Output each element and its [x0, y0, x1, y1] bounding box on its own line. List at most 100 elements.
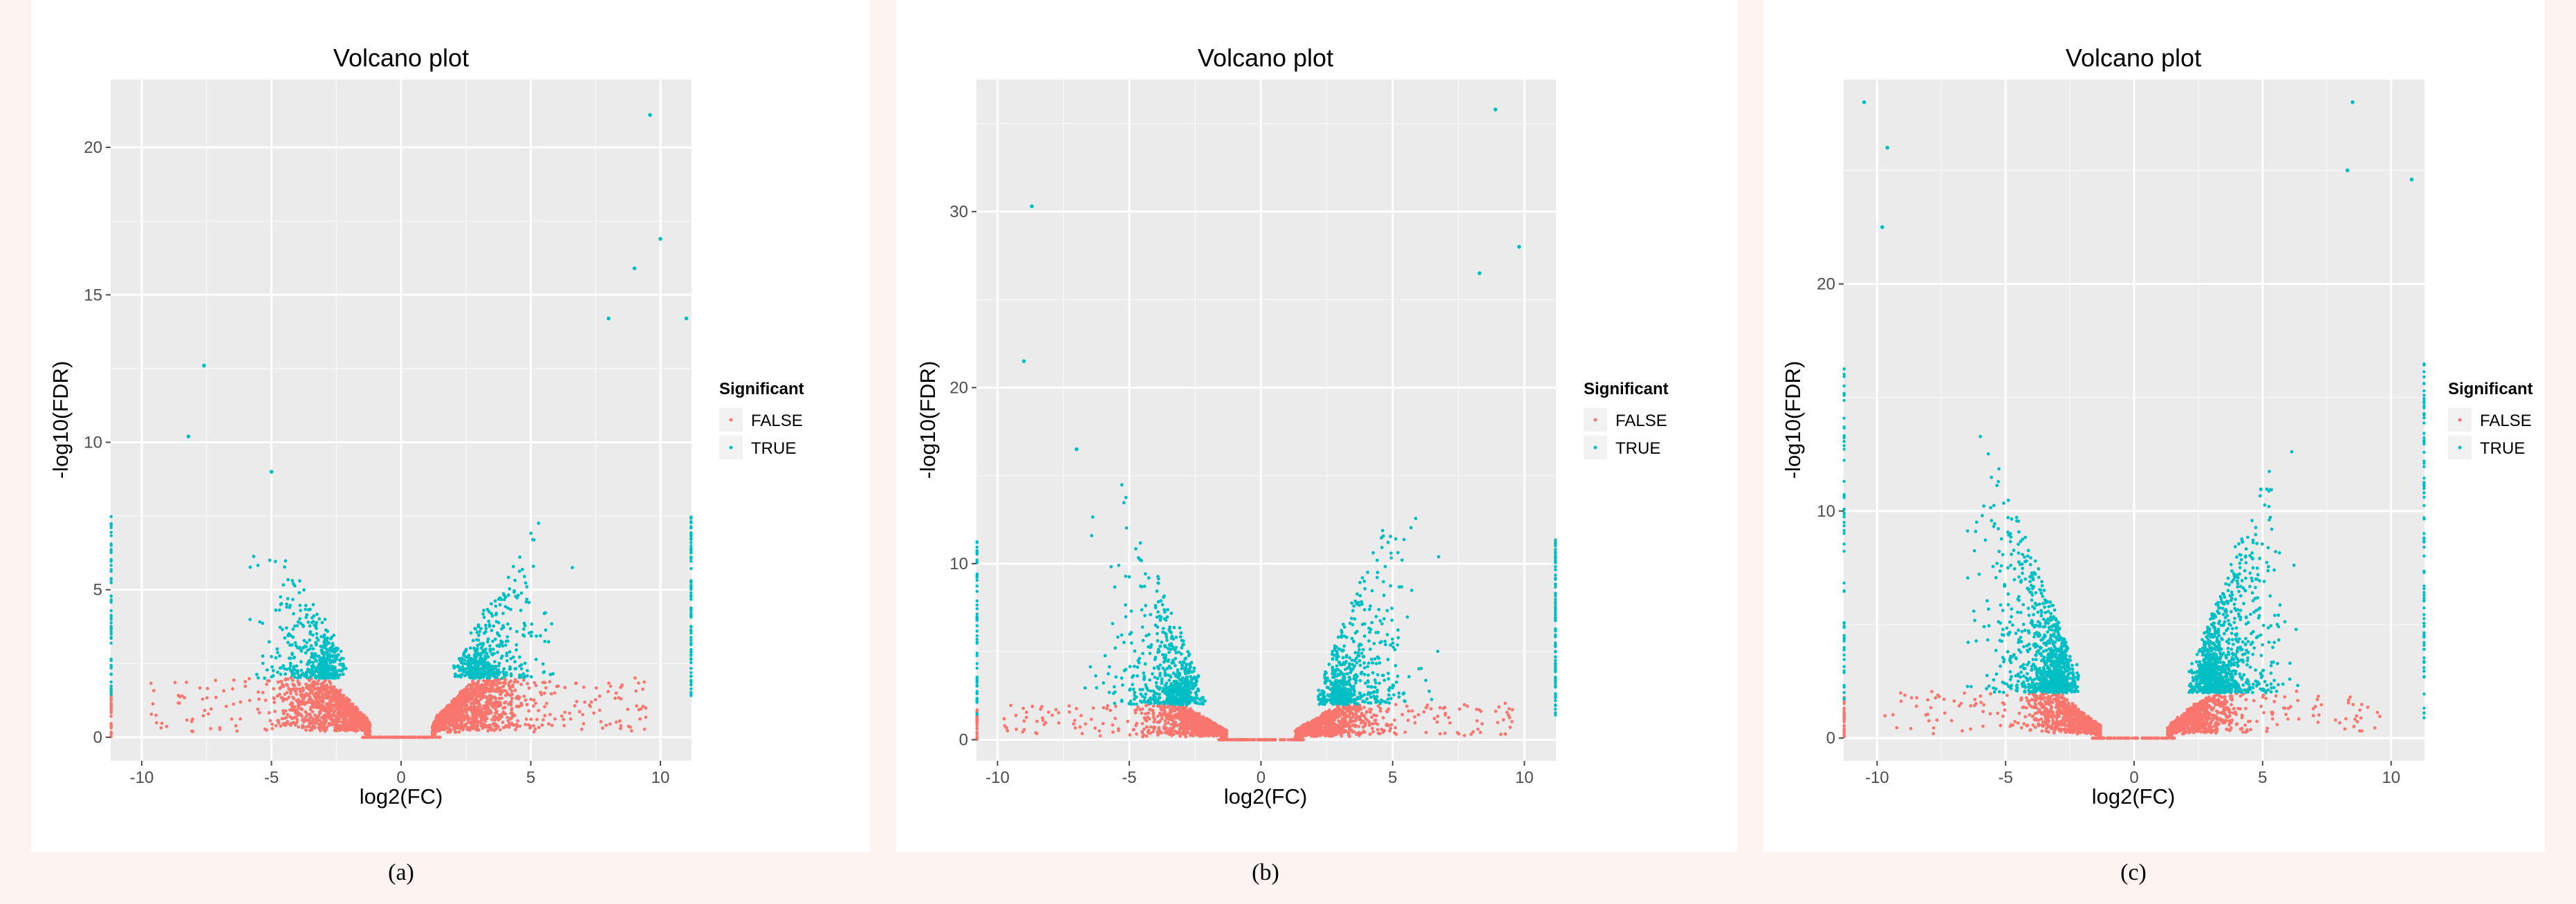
point-true — [509, 672, 513, 676]
point-false — [362, 715, 367, 719]
point-false — [231, 687, 234, 691]
point-true — [298, 617, 302, 620]
point-false — [475, 727, 479, 731]
point-false — [470, 691, 474, 695]
point-false — [183, 696, 187, 700]
point-true — [474, 627, 478, 631]
legend-title: Significant — [719, 380, 804, 398]
point-false — [201, 697, 205, 701]
point-false — [574, 681, 578, 685]
point-true — [322, 640, 326, 644]
point-true — [316, 638, 320, 642]
point-false — [614, 691, 618, 695]
point-false — [519, 683, 523, 686]
point-true — [258, 620, 261, 624]
point-false — [369, 735, 372, 739]
point-false — [541, 718, 545, 722]
point-true — [317, 669, 322, 672]
point-true — [327, 641, 331, 645]
point-true-edge — [689, 580, 693, 584]
point-false — [1057, 721, 1061, 725]
point-true — [515, 648, 518, 652]
point-true — [283, 667, 286, 671]
point-true — [295, 664, 299, 668]
point-false — [595, 686, 598, 690]
point-false — [305, 725, 309, 728]
point-false — [457, 730, 461, 734]
point-false — [523, 698, 528, 702]
point-true — [297, 647, 302, 650]
point-true — [490, 611, 493, 616]
point-true-outlier — [684, 316, 689, 321]
point-true — [462, 652, 466, 656]
point-true — [270, 665, 274, 669]
point-false — [507, 693, 510, 697]
point-true-edge — [109, 636, 113, 639]
point-false — [266, 679, 270, 683]
point-false — [510, 716, 514, 719]
point-false — [347, 703, 351, 706]
point-false — [444, 724, 448, 728]
point-true-edge — [689, 560, 693, 563]
point-false — [609, 684, 613, 688]
point-false — [529, 697, 533, 701]
point-false — [317, 723, 322, 727]
point-true — [494, 611, 499, 616]
point-true — [304, 604, 308, 607]
point-false — [1436, 714, 1440, 718]
point-true — [274, 656, 278, 660]
point-true — [281, 664, 286, 667]
point-true — [267, 640, 271, 644]
point-false — [272, 696, 276, 700]
point-true — [470, 662, 474, 665]
point-false — [508, 701, 512, 705]
point-false — [1435, 720, 1439, 724]
point-true-edge — [109, 627, 113, 631]
point-true — [286, 597, 290, 600]
point-false — [176, 694, 180, 697]
point-true-edge — [689, 679, 693, 682]
point-true — [330, 659, 334, 663]
point-false — [493, 714, 497, 719]
point-true — [284, 626, 288, 630]
point-false — [498, 692, 502, 697]
point-true — [311, 647, 315, 651]
point-false — [501, 685, 505, 688]
point-true — [256, 564, 260, 567]
point-true — [507, 593, 510, 597]
point-true — [477, 634, 481, 637]
point-true — [467, 667, 471, 670]
point-false — [279, 680, 284, 683]
point-true — [287, 632, 291, 636]
point-true — [506, 575, 510, 580]
point-true — [493, 675, 497, 679]
point-false — [331, 686, 335, 690]
point-true — [529, 531, 533, 535]
point-false — [1135, 721, 1139, 726]
point-false — [560, 714, 564, 718]
point-false — [1438, 732, 1442, 736]
point-false — [325, 688, 329, 692]
point-false — [450, 723, 454, 727]
point-false — [548, 712, 552, 717]
point-false — [582, 685, 586, 690]
point-false — [486, 708, 490, 712]
point-false — [532, 723, 535, 728]
point-true — [476, 638, 481, 642]
point-true — [479, 627, 483, 631]
point-false — [248, 699, 252, 703]
point-false — [1364, 710, 1369, 714]
point-true-edge — [689, 692, 693, 696]
point-false — [363, 735, 367, 739]
point-true-edge — [109, 515, 113, 519]
point-true — [299, 673, 303, 677]
point-true — [544, 628, 548, 632]
point-false — [295, 718, 299, 721]
point-false — [323, 729, 327, 733]
point-false — [270, 727, 275, 730]
point-false — [333, 709, 337, 713]
point-false — [461, 708, 465, 712]
point-false — [544, 686, 548, 690]
point-false — [491, 688, 495, 692]
point-false — [482, 679, 485, 683]
